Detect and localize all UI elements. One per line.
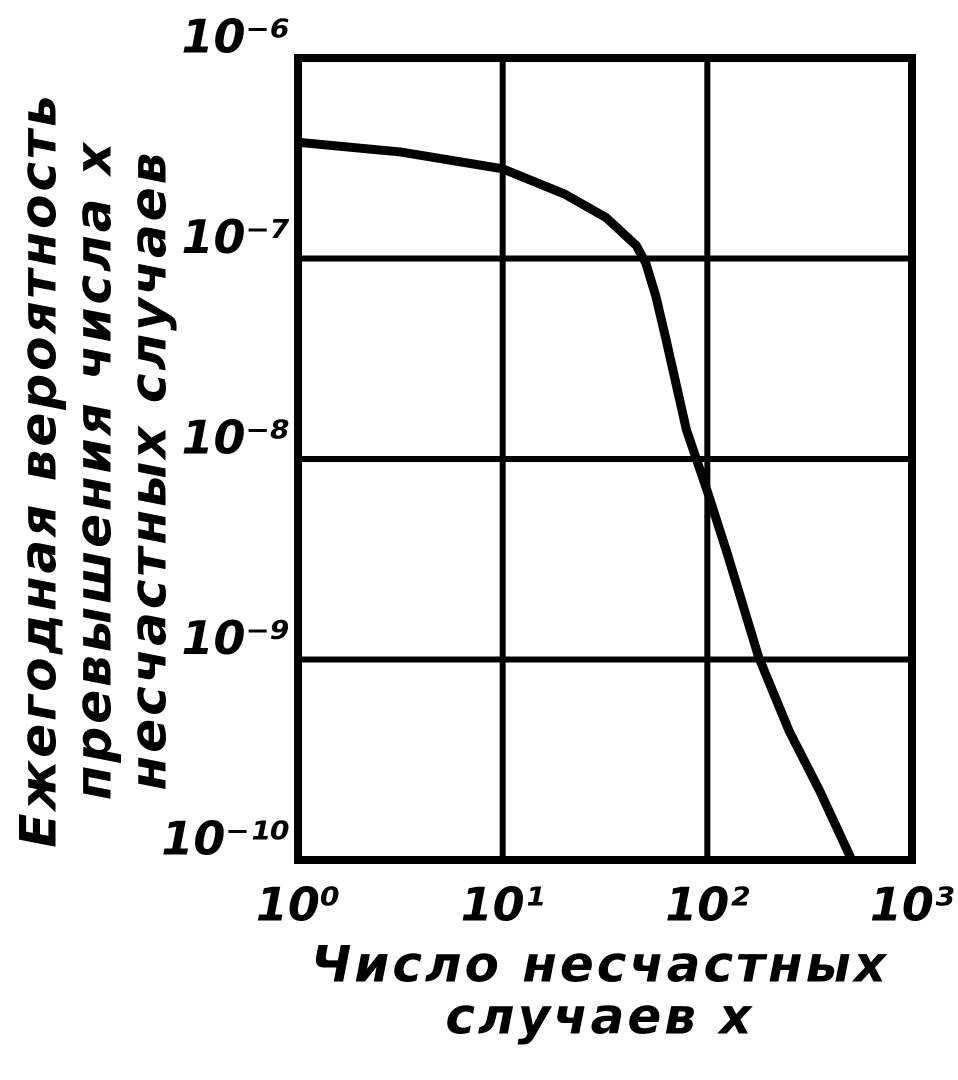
y-tick-label: 10⁻⁶ — [182, 10, 290, 64]
x-tick-label: 10⁰ — [256, 878, 340, 932]
x-tick-label: 10² — [665, 878, 749, 932]
y-tick-label: 10⁻⁷ — [182, 210, 290, 264]
y-axis-title: несчастных случаев — [120, 150, 178, 791]
x-tick-label: 10³ — [870, 878, 954, 932]
x-tick-label: 10¹ — [461, 878, 545, 932]
data-line — [297, 137, 855, 860]
x-axis-title: Число несчастных — [311, 936, 889, 994]
y-axis-title: превышения числа x — [65, 140, 123, 800]
y-tick-label: 10⁻⁹ — [182, 611, 290, 665]
x-axis-title: случаев x — [445, 988, 754, 1046]
y-tick-label: 10⁻¹⁰ — [161, 812, 290, 866]
y-axis-title: Ежегодная вероятность — [10, 92, 68, 847]
plot-frame — [294, 54, 916, 864]
y-tick-label: 10⁻⁸ — [182, 411, 290, 465]
